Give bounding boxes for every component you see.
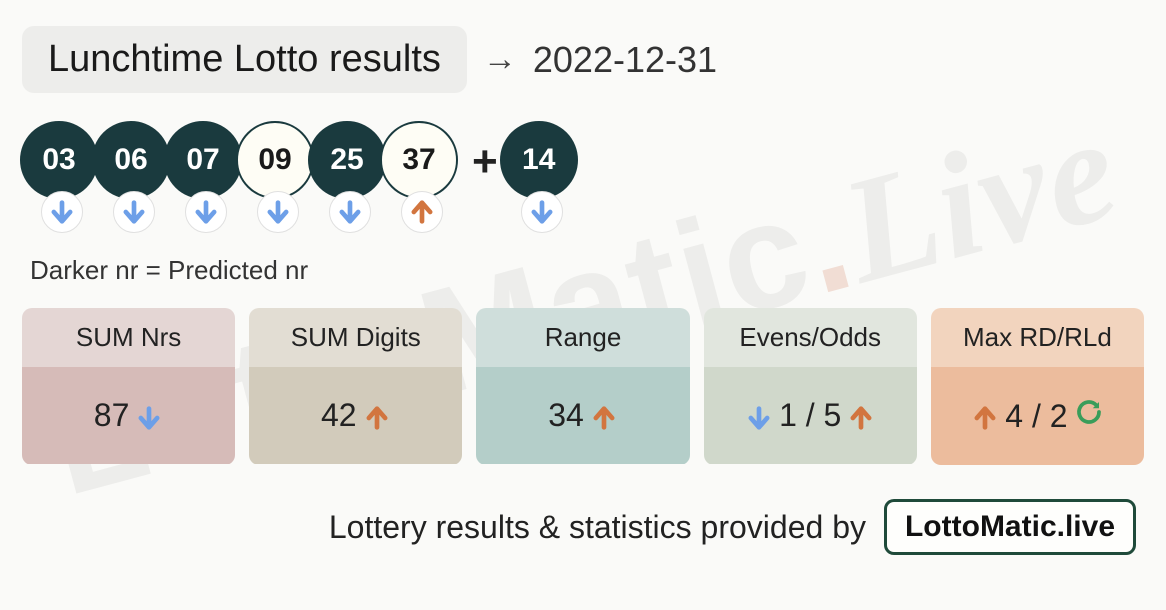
lotto-ball: 09 (242, 121, 314, 233)
trend-down-icon (521, 191, 563, 233)
ball-number: 37 (380, 121, 458, 199)
stat-card: SUM Digits 42 (249, 308, 462, 465)
trend-up-icon (363, 397, 391, 434)
stat-label: SUM Digits (249, 308, 462, 367)
stat-value: 42 (249, 367, 462, 464)
stat-number: 42 (321, 397, 357, 434)
lotto-ball: 37 (386, 121, 458, 233)
trend-down-icon (329, 191, 371, 233)
stat-value: 1 / 5 (704, 367, 917, 464)
stat-label: Max RD/RLd (931, 308, 1144, 367)
draw-date: 2022-12-31 (533, 39, 717, 81)
bonus-ball: 14 (506, 121, 578, 233)
trend-up-icon (401, 191, 443, 233)
stat-number: 34 (548, 397, 584, 434)
trend-up-icon (971, 398, 999, 435)
footer: Lottery results & statistics provided by… (22, 499, 1144, 555)
ball-number: 03 (20, 121, 98, 199)
balls-row: 030607092537 +14 (26, 121, 1144, 233)
stat-value: 4 / 2 (931, 367, 1144, 465)
plus-icon: + (472, 137, 498, 187)
trend-down-icon (135, 397, 163, 434)
stat-card: Max RD/RLd 4 / 2 (931, 308, 1144, 465)
header-row: Lunchtime Lotto results → 2022-12-31 (22, 26, 1144, 93)
page-title: Lunchtime Lotto results (22, 26, 467, 93)
ball-number: 14 (500, 121, 578, 199)
ball-number: 06 (92, 121, 170, 199)
ball-number: 25 (308, 121, 386, 199)
stat-number: 87 (94, 397, 130, 434)
ball-number: 09 (236, 121, 314, 199)
stat-value: 87 (22, 367, 235, 464)
refresh-icon (1074, 397, 1104, 435)
stat-number: 4 / 2 (1005, 398, 1067, 435)
lotto-ball: 25 (314, 121, 386, 233)
trend-down-icon (41, 191, 83, 233)
stats-row: SUM Nrs 87 SUM Digits 42 Range 34 Evens/Odds 1 … (22, 308, 1144, 465)
trend-up-icon (590, 397, 618, 434)
legend-text: Darker nr = Predicted nr (30, 255, 1144, 286)
lotto-ball: 06 (98, 121, 170, 233)
trend-down-icon (113, 191, 155, 233)
footer-badge: LottoMatic.live (884, 499, 1136, 555)
stat-card: Evens/Odds 1 / 5 (704, 308, 917, 465)
stat-card: SUM Nrs 87 (22, 308, 235, 465)
stat-value: 34 (476, 367, 689, 464)
trend-down-icon (185, 191, 227, 233)
stat-card: Range 34 (476, 308, 689, 465)
ball-number: 07 (164, 121, 242, 199)
stat-label: Range (476, 308, 689, 367)
stat-number: 1 / 5 (779, 397, 841, 434)
trend-down-icon (745, 397, 773, 434)
arrow-right-icon: → (483, 40, 517, 79)
lotto-ball: 03 (26, 121, 98, 233)
footer-text: Lottery results & statistics provided by (329, 509, 866, 546)
lotto-ball: 07 (170, 121, 242, 233)
trend-up-icon (847, 397, 875, 434)
stat-label: Evens/Odds (704, 308, 917, 367)
stat-label: SUM Nrs (22, 308, 235, 367)
trend-down-icon (257, 191, 299, 233)
